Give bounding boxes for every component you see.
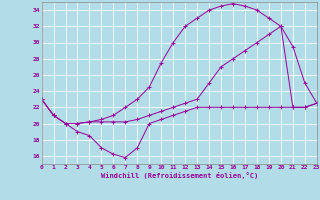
X-axis label: Windchill (Refroidissement éolien,°C): Windchill (Refroidissement éolien,°C) [100,172,258,179]
